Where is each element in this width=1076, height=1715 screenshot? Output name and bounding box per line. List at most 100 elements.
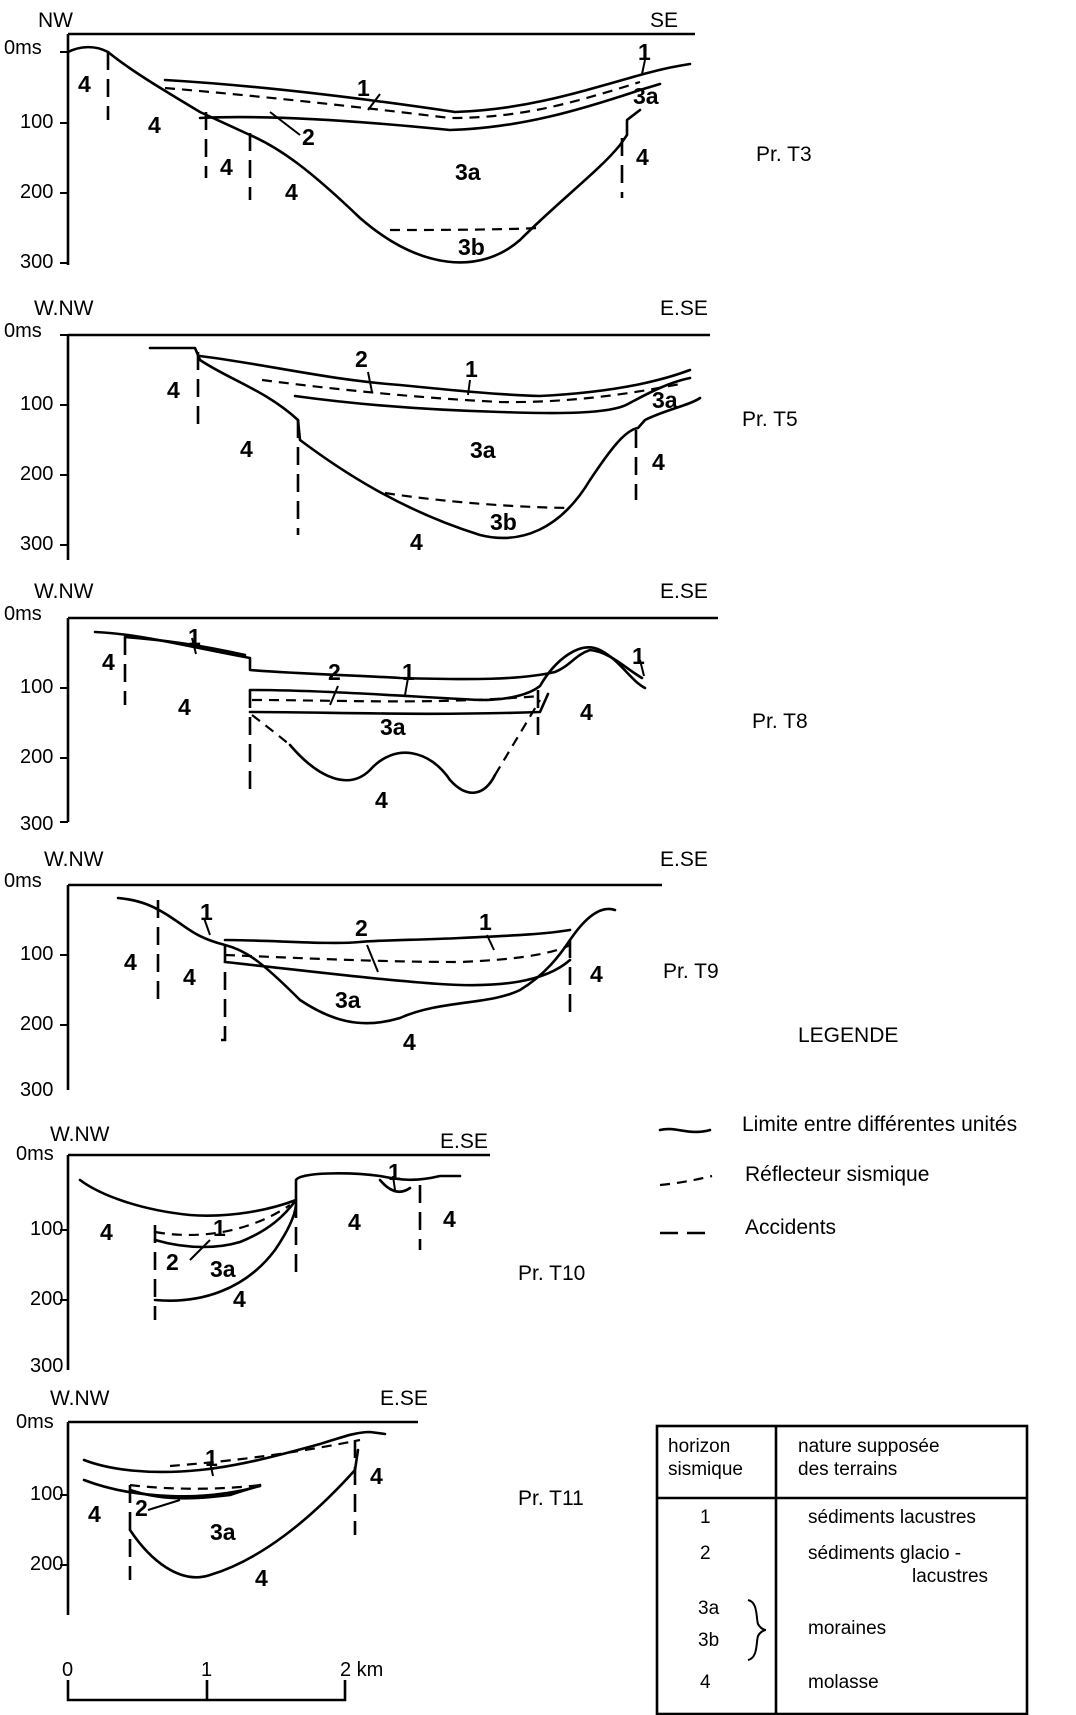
unit-label: 3b (490, 509, 517, 535)
unit-label: 4 (167, 377, 180, 403)
axis-tick-label: 100 (20, 393, 53, 415)
unit-label: 4 (403, 1029, 416, 1055)
orientation-right: E.SE (660, 297, 708, 320)
unit-label: 1 (638, 39, 651, 65)
table-header: sismique (668, 1459, 743, 1480)
unit-label: 2 (355, 346, 368, 372)
table-header: nature supposée (798, 1436, 940, 1457)
unit-label: 4 (220, 154, 233, 180)
unit-label: 4 (370, 1463, 383, 1489)
unit-label: 3a (210, 1256, 236, 1282)
horizon-table: horizon sismique nature supposée des ter… (655, 1424, 1029, 1715)
axis-tick-label: 300 (20, 533, 53, 555)
orientation-right: E.SE (380, 1387, 428, 1410)
panel-t10: W.NW E.SE 0ms 100 200 300 Pr. T10 1 4 1 … (16, 1123, 585, 1377)
unit-label: 2 (355, 915, 368, 941)
legend-label: Limite entre différentes unités (742, 1113, 1017, 1136)
unit-label: 3b (458, 234, 485, 260)
profile-label: Pr. T11 (518, 1487, 584, 1510)
orientation-left: W.NW (50, 1123, 110, 1146)
table-cell: sédiments glacio - (808, 1543, 961, 1564)
unit-label: 4 (100, 1219, 113, 1245)
axis-zero-label: 0ms (4, 870, 42, 892)
profile-label: Pr. T9 (663, 960, 719, 983)
unit-label: 1 (402, 659, 415, 685)
axis-tick-label: 200 (30, 1288, 63, 1310)
profile-label: Pr. T8 (752, 710, 808, 733)
unit-label: 3a (335, 987, 361, 1013)
axis-tick-label: 200 (30, 1553, 63, 1575)
unit-label: 1 (632, 643, 645, 669)
unit-label: 4 (375, 787, 388, 813)
orientation-right: E.SE (660, 580, 708, 603)
unit-label: 3a (652, 387, 678, 413)
unit-label: 4 (183, 964, 196, 990)
table-cell: 1 (700, 1507, 711, 1528)
orientation-right: E.SE (660, 848, 708, 871)
orientation-left: W.NW (34, 580, 94, 603)
unit-label: 4 (148, 112, 161, 138)
scale-label: 1 (201, 1659, 212, 1681)
unit-label: 1 (200, 899, 213, 925)
axis-tick-label: 100 (20, 943, 53, 965)
unit-label: 3a (470, 437, 496, 463)
axis-tick-label: 100 (20, 676, 53, 698)
unit-label: 2 (166, 1249, 179, 1275)
orientation-left: W.NW (44, 848, 104, 871)
axis-tick-label: 100 (30, 1218, 63, 1240)
unit-label: 4 (102, 649, 115, 675)
table-cell: sédiments lacustres (808, 1507, 976, 1528)
unit-label: 4 (348, 1209, 361, 1235)
unit-label: 4 (88, 1501, 101, 1527)
legend-label: Accidents (745, 1216, 836, 1239)
unit-label: 4 (443, 1206, 456, 1232)
panel-t3: NW SE 0ms 100 200 300 Pr. T3 1 2 1 3a 4 … (4, 9, 812, 273)
legend-title: LEGENDE (798, 1024, 898, 1047)
table-cell: lacustres (912, 1566, 988, 1587)
axis-tick-label: 300 (20, 251, 53, 273)
scale-bar: 0 1 2 km (62, 1659, 383, 1702)
scale-label: 0 (62, 1659, 73, 1681)
scale-label: 2 km (340, 1659, 383, 1681)
orientation-left: W.NW (50, 1387, 110, 1410)
axis-tick-label: 200 (20, 181, 53, 203)
table-header: des terrains (798, 1459, 897, 1480)
unit-label: 3a (633, 83, 659, 109)
unit-label: 2 (302, 124, 315, 150)
unit-label: 2 (328, 659, 341, 685)
axis-zero-label: 0ms (4, 603, 42, 625)
axis-zero-label: 0ms (4, 37, 42, 59)
orientation-left: W.NW (34, 297, 94, 320)
unit-label: 4 (652, 449, 665, 475)
brace (747, 1599, 767, 1661)
orientation-right: E.SE (440, 1130, 488, 1153)
unit-label: 4 (580, 699, 593, 725)
unit-label: 4 (78, 71, 91, 97)
axis-tick-label: 300 (20, 1079, 53, 1101)
axis-zero-label: 0ms (16, 1143, 54, 1165)
unit-label: 1 (188, 624, 201, 650)
axis-tick-label: 100 (30, 1483, 63, 1505)
unit-label: 4 (636, 144, 649, 170)
legend-label: Réflecteur sismique (745, 1163, 929, 1186)
unit-label: 3a (210, 1519, 236, 1545)
unit-label: 1 (357, 75, 370, 101)
profile-label: Pr. T3 (756, 143, 812, 166)
unit-label: 1 (465, 356, 478, 382)
unit-label: 4 (240, 436, 253, 462)
unit-label: 1 (479, 909, 492, 935)
unit-label: 1 (213, 1215, 226, 1241)
table-cell: molasse (808, 1672, 879, 1693)
profile-label: Pr. T5 (742, 408, 798, 431)
unit-label: 3a (380, 714, 406, 740)
unit-label: 1 (205, 1445, 218, 1471)
legend-solid-symbol (658, 1127, 712, 1134)
axis-tick-label: 200 (20, 463, 53, 485)
orientation-right: SE (650, 9, 678, 32)
unit-label: 4 (590, 961, 603, 987)
unit-label: 4 (178, 694, 191, 720)
axis-tick-label: 100 (20, 111, 53, 133)
unit-label: 4 (285, 179, 298, 205)
unit-label: 3a (455, 159, 481, 185)
profile-label: Pr. T10 (518, 1262, 585, 1285)
